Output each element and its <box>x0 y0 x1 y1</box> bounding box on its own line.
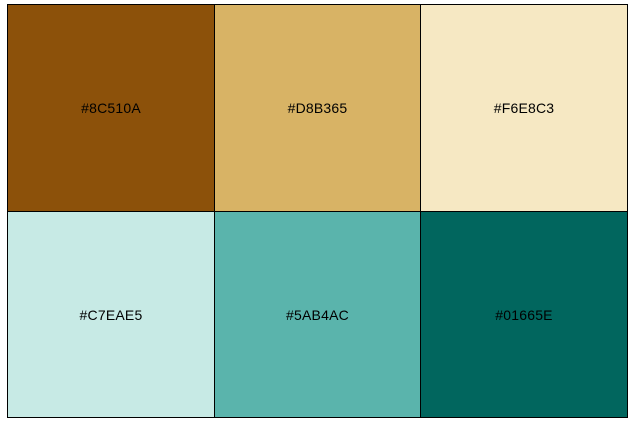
color-swatch: #01665E <box>421 212 627 417</box>
swatch-hex-label: #5AB4AC <box>286 306 349 323</box>
swatch-hex-label: #C7EAE5 <box>79 306 143 323</box>
color-swatch: #F6E8C3 <box>421 5 627 212</box>
swatch-hex-label: #D8B365 <box>287 100 348 116</box>
swatch-hex-label: #8C510A <box>81 100 141 116</box>
swatch-hex-label: #F6E8C3 <box>493 100 555 116</box>
color-swatch: #5AB4AC <box>215 212 421 417</box>
color-swatch: #C7EAE5 <box>8 212 215 417</box>
color-swatch: #8C510A <box>8 5 215 212</box>
color-swatch: #D8B365 <box>215 5 421 212</box>
color-swatch-grid: #8C510A #D8B365 #F6E8C3 #C7EAE5 #5AB4AC … <box>7 4 628 418</box>
swatch-hex-label: #01665E <box>495 306 553 323</box>
